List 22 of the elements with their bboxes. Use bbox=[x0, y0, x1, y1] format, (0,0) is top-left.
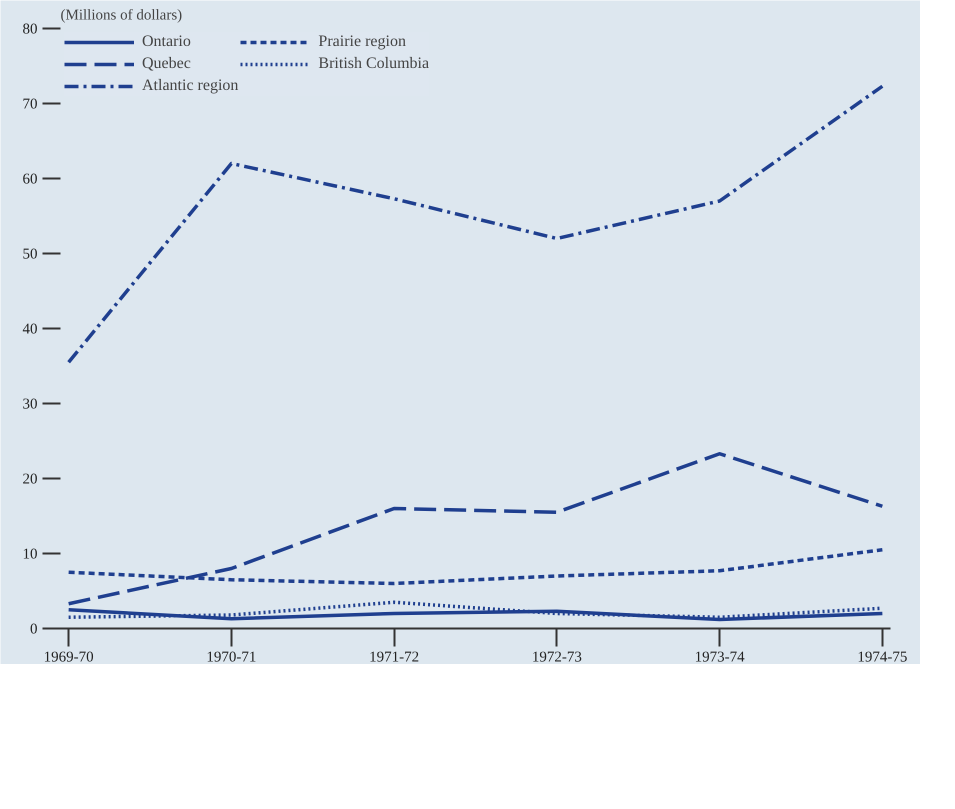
x-tick-label: 1974-75 bbox=[857, 650, 908, 666]
y-tick-label: 40 bbox=[22, 322, 38, 338]
x-tick-label: 1969-70 bbox=[44, 650, 94, 666]
legend-label: Atlantic region bbox=[142, 77, 238, 95]
y-tick-label: 70 bbox=[22, 96, 38, 112]
x-tick-label: 1973-74 bbox=[694, 650, 746, 666]
y-tick-label: 60 bbox=[22, 172, 38, 188]
y-tick-label: 30 bbox=[22, 396, 38, 412]
y-tick-label: 0 bbox=[30, 622, 38, 638]
y-tick-label: 80 bbox=[22, 22, 38, 38]
y-tick-label: 10 bbox=[22, 546, 38, 562]
y-tick-label: 50 bbox=[22, 246, 38, 262]
legend-label: Quebec bbox=[142, 55, 191, 73]
x-tick-label: 1972-73 bbox=[532, 650, 582, 666]
x-tick-label: 1970-71 bbox=[206, 650, 256, 666]
legend-label: Ontario bbox=[142, 33, 191, 51]
x-tick-label: 1971-72 bbox=[369, 650, 420, 666]
y-axis-title: (Millions of dollars) bbox=[60, 8, 182, 24]
line-series bbox=[66, 452, 884, 606]
legend-label: British Columbia bbox=[318, 55, 430, 73]
legend-label: Prairie region bbox=[318, 33, 406, 51]
y-tick-label: 20 bbox=[22, 472, 38, 488]
